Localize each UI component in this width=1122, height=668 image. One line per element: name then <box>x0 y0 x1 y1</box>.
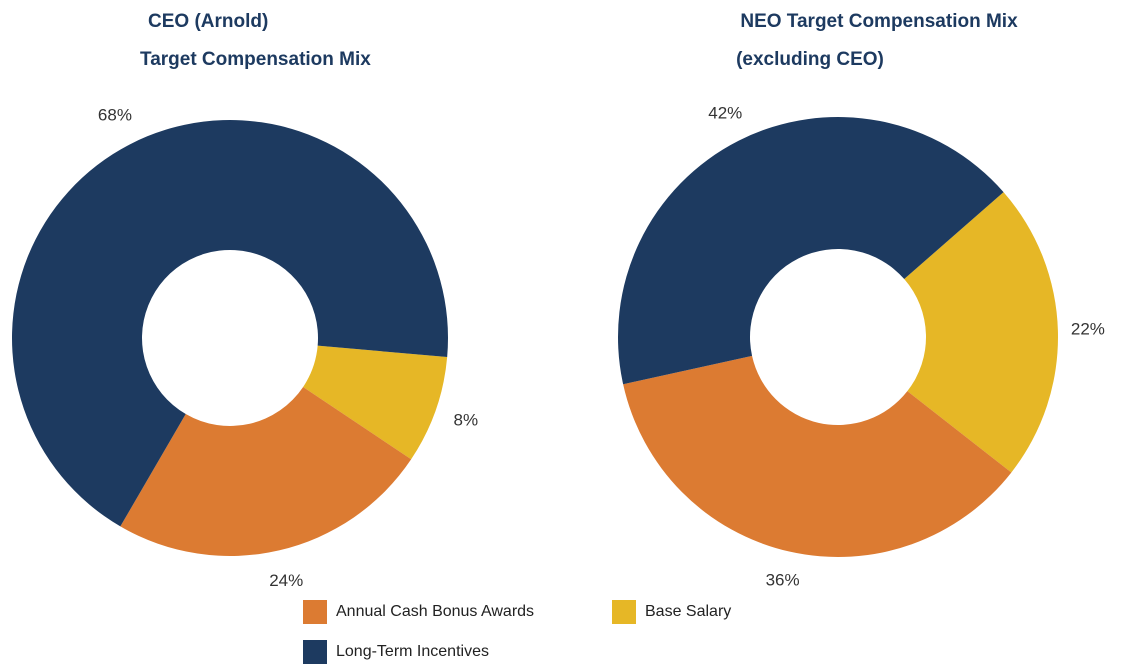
data-label: 68% <box>98 106 132 125</box>
legend-label: Annual Cash Bonus Awards <box>336 603 534 620</box>
legend-swatch <box>612 600 636 624</box>
donut-slice <box>120 386 412 556</box>
data-label: 42% <box>708 103 742 122</box>
donut-slice <box>11 119 448 527</box>
chart-title: (excluding CEO) <box>736 49 884 70</box>
data-label: 24% <box>269 571 303 590</box>
chart-title: Target Compensation Mix <box>140 49 371 70</box>
data-label: 8% <box>454 411 479 430</box>
donut-slice <box>618 117 1004 385</box>
legend-swatch <box>303 640 327 664</box>
data-label: 22% <box>1071 320 1105 339</box>
donut-slice <box>303 345 448 460</box>
data-label: 36% <box>766 570 800 589</box>
chart-title: NEO Target Compensation Mix <box>740 11 1018 32</box>
donut-slice <box>623 355 1012 557</box>
legend-label: Long-Term Incentives <box>336 643 489 660</box>
legend-label: Base Salary <box>645 603 731 620</box>
legend-swatch <box>303 600 327 624</box>
chart-title: CEO (Arnold) <box>148 11 268 32</box>
donut-slice <box>904 192 1058 473</box>
